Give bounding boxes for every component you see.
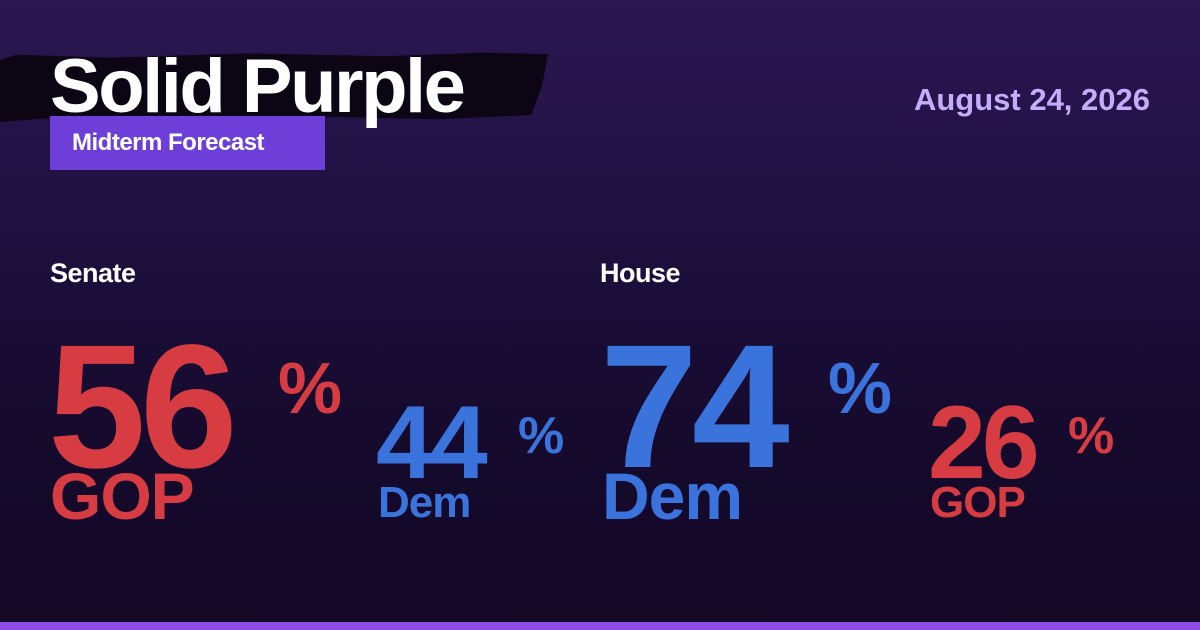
house-leader-value: 74 bbox=[600, 309, 790, 505]
house-trailer-percent: % bbox=[1068, 407, 1115, 465]
senate-label: Senate bbox=[50, 258, 136, 288]
subtitle-badge: Midterm Forecast bbox=[50, 116, 325, 170]
senate-leader-value: 56 bbox=[48, 309, 238, 505]
house-trailer-value: 26 bbox=[928, 385, 1040, 501]
title-brush-stroke bbox=[0, 52, 548, 122]
house-leader-percent: % bbox=[828, 349, 893, 429]
senate-leader-percent: % bbox=[278, 349, 343, 429]
senate-trailer-percent: % bbox=[518, 407, 565, 465]
senate-leader-party: GOP bbox=[50, 459, 195, 533]
senate-trailer-party: Dem bbox=[378, 478, 471, 527]
house-label: House bbox=[600, 258, 681, 288]
bottom-accent-bar bbox=[0, 622, 1200, 630]
page-title: Solid Purple bbox=[50, 44, 466, 129]
house-trailer-party: GOP bbox=[930, 478, 1026, 527]
senate-trailer-value: 44 bbox=[376, 385, 488, 501]
forecast-date: August 24, 2026 bbox=[913, 82, 1150, 117]
house-leader-party: Dem bbox=[602, 459, 743, 533]
